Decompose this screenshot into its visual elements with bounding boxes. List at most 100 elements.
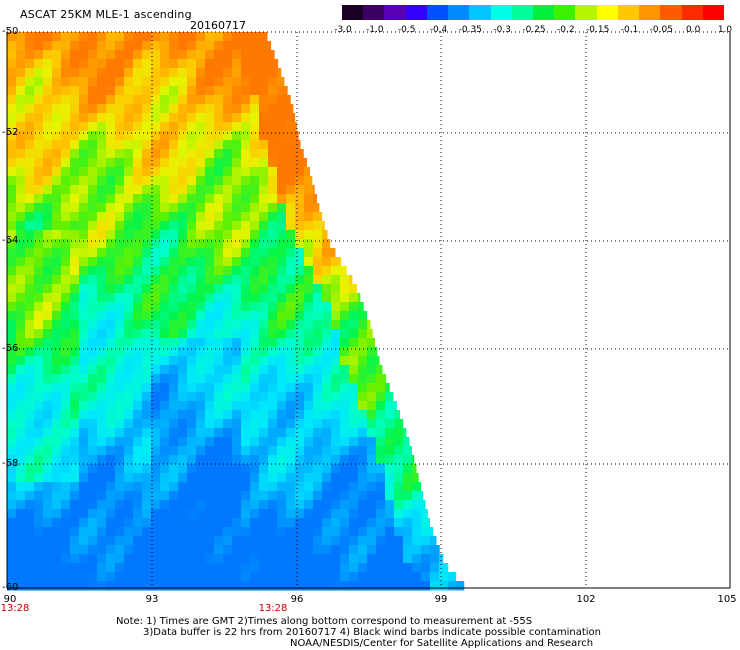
wind-cell	[295, 230, 305, 240]
wind-cell	[25, 392, 35, 402]
wind-cell	[313, 329, 323, 339]
wind-cell	[187, 473, 197, 483]
wind-cell	[79, 239, 89, 249]
wind-cell	[268, 122, 278, 132]
wind-cell	[331, 491, 341, 501]
wind-cell	[79, 383, 89, 393]
wind-cell	[97, 230, 107, 240]
wind-cell	[25, 41, 35, 51]
wind-cell	[187, 32, 197, 42]
wind-cell	[133, 176, 143, 186]
wind-cell	[313, 446, 323, 456]
wind-cell	[286, 230, 296, 240]
wind-cell	[178, 302, 188, 312]
colorbar-tick-label: -0.3	[493, 25, 511, 35]
wind-cell	[286, 419, 296, 429]
wind-cell	[331, 518, 341, 528]
wind-cell	[169, 437, 179, 447]
wind-cell	[232, 428, 242, 438]
wind-cell	[196, 473, 206, 483]
wind-cell	[304, 311, 314, 321]
wind-cell	[376, 383, 386, 393]
wind-cell	[88, 194, 98, 204]
wind-cell	[385, 392, 394, 402]
wind-cell	[313, 401, 323, 411]
wind-cell	[7, 293, 17, 303]
wind-cell	[16, 68, 26, 78]
wind-cell	[97, 167, 107, 177]
wind-cell	[259, 428, 269, 438]
wind-cell	[205, 464, 215, 474]
wind-cell	[358, 482, 368, 492]
wind-cell	[277, 95, 287, 105]
wind-cell	[61, 239, 71, 249]
wind-cell	[385, 563, 395, 573]
wind-cell	[394, 536, 404, 546]
wind-cell	[142, 401, 152, 411]
wind-cell	[277, 410, 287, 420]
wind-cell	[232, 527, 242, 537]
wind-cell	[268, 68, 278, 78]
wind-cell	[124, 365, 134, 375]
wind-cell	[259, 230, 269, 240]
wind-cell	[286, 221, 296, 231]
wind-cell	[412, 482, 421, 492]
wind-cell	[142, 32, 152, 42]
wind-cell	[169, 545, 179, 555]
wind-cell	[412, 491, 422, 501]
wind-cell	[259, 365, 269, 375]
wind-cell	[250, 176, 260, 186]
wind-cell	[43, 212, 53, 222]
wind-cell	[187, 275, 197, 285]
wind-cell	[52, 68, 62, 78]
wind-cell	[43, 392, 53, 402]
wind-cell	[187, 212, 197, 222]
wind-cell	[79, 572, 89, 582]
wind-cell	[178, 311, 188, 321]
wind-cell	[124, 248, 134, 258]
colorbar-swatch	[702, 5, 724, 20]
wind-cell	[52, 536, 62, 546]
wind-cell	[61, 401, 71, 411]
wind-cell	[295, 464, 305, 474]
wind-cell	[106, 275, 116, 285]
wind-cell	[448, 572, 457, 582]
wind-cell	[79, 122, 89, 132]
wind-cell	[232, 311, 242, 321]
wind-cell	[16, 239, 26, 249]
colorbar-tick-label: 1.0	[717, 25, 733, 35]
wind-cell	[331, 356, 341, 366]
wind-cell	[232, 419, 242, 429]
wind-cell	[43, 509, 53, 519]
wind-cell	[286, 545, 296, 555]
wind-cell	[205, 554, 215, 564]
wind-cell	[7, 50, 17, 60]
wind-cell	[106, 176, 116, 186]
wind-cell	[322, 365, 332, 375]
wind-cell	[151, 194, 161, 204]
wind-cell	[187, 293, 197, 303]
wind-cell	[151, 347, 161, 357]
wind-cell	[295, 266, 305, 276]
wind-cell	[97, 239, 107, 249]
wind-cell	[232, 554, 242, 564]
wind-cell	[142, 77, 152, 87]
wind-cell	[277, 572, 287, 582]
wind-cell	[322, 563, 332, 573]
wind-cell	[322, 230, 328, 240]
wind-cell	[223, 554, 233, 564]
wind-cell	[124, 86, 134, 96]
wind-cell	[214, 509, 224, 519]
colorbar-tick-label: 0.0	[685, 25, 701, 35]
wind-cell	[412, 581, 422, 591]
wind-cell	[133, 221, 143, 231]
wind-cell	[358, 410, 368, 420]
wind-cell	[223, 572, 233, 582]
wind-cell	[25, 464, 35, 474]
wind-cell	[268, 167, 278, 177]
wind-cell	[295, 293, 305, 303]
wind-cell	[178, 428, 188, 438]
wind-cell	[142, 347, 152, 357]
wind-cell	[187, 113, 197, 123]
wind-cell	[259, 401, 269, 411]
